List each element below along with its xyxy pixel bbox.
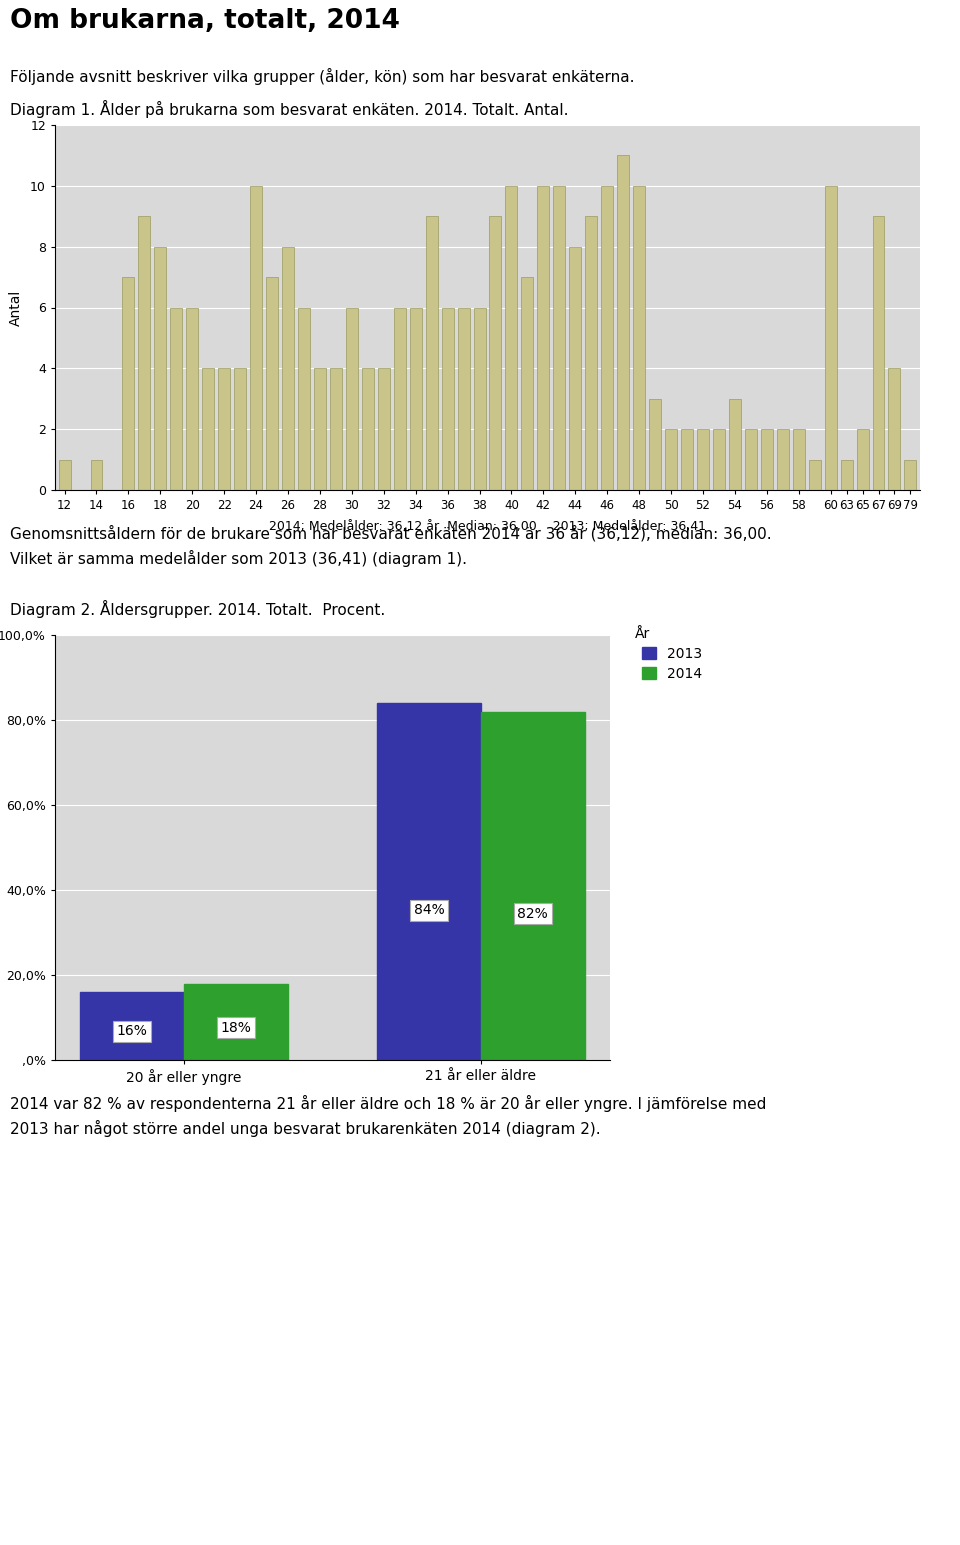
Bar [298, 307, 310, 490]
Bar [601, 185, 613, 490]
Bar [394, 307, 406, 490]
Bar [81, 992, 184, 1060]
Bar [761, 430, 773, 490]
Text: 18%: 18% [221, 1021, 252, 1035]
Text: År: År [635, 627, 650, 641]
Bar [410, 307, 421, 490]
Bar [282, 247, 294, 490]
Bar [378, 368, 390, 490]
Bar [425, 216, 438, 490]
Legend: 2013, 2014: 2013, 2014 [642, 647, 702, 680]
Bar [377, 703, 481, 1060]
Bar [713, 430, 725, 490]
Bar [346, 307, 358, 490]
Bar [569, 247, 581, 490]
Bar [856, 430, 869, 490]
Bar [586, 216, 597, 490]
Bar [442, 307, 453, 490]
X-axis label: 2014; Medelålder: 36,12 år  Median: 36,00    2013; Medelålder: 36,41: 2014; Medelålder: 36,12 år Median: 36,00… [269, 521, 706, 533]
Bar [481, 712, 585, 1060]
Bar [553, 185, 565, 490]
Bar [808, 459, 821, 490]
Text: Diagram 1. Ålder på brukarna som besvarat enkäten. 2014. Totalt. Antal.: Diagram 1. Ålder på brukarna som besvara… [10, 100, 568, 117]
Bar [649, 399, 661, 490]
Bar [873, 216, 884, 490]
Bar [362, 368, 373, 490]
Bar [729, 399, 741, 490]
Bar [506, 185, 517, 490]
Bar [634, 185, 645, 490]
Bar [665, 430, 677, 490]
Bar [889, 368, 900, 490]
Bar [793, 430, 804, 490]
Bar [745, 430, 756, 490]
Text: Om brukarna, totalt, 2014: Om brukarna, totalt, 2014 [10, 8, 400, 34]
Bar [521, 277, 534, 490]
Text: Diagram 2. Åldersgrupper. 2014. Totalt.  Procent.: Diagram 2. Åldersgrupper. 2014. Totalt. … [10, 599, 385, 618]
Bar [170, 307, 182, 490]
Bar [138, 216, 151, 490]
Bar [538, 185, 549, 490]
Bar [458, 307, 469, 490]
Text: 84%: 84% [414, 904, 444, 918]
Text: 2013 har något större andel unga besvarat brukarenkäten 2014 (diagram 2).: 2013 har något större andel unga besvara… [10, 1120, 601, 1137]
Bar [218, 368, 230, 490]
Bar [490, 216, 501, 490]
Bar [123, 277, 134, 490]
Bar [59, 459, 71, 490]
Bar [155, 247, 166, 490]
Bar [186, 307, 198, 490]
Bar [251, 185, 262, 490]
Bar [234, 368, 246, 490]
Bar [617, 156, 629, 490]
Bar [184, 984, 288, 1060]
Text: 2014 var 82 % av respondenterna 21 år eller äldre och 18 % är 20 år eller yngre.: 2014 var 82 % av respondenterna 21 år el… [10, 1095, 766, 1112]
Bar [841, 459, 852, 490]
Text: Genomsnittsåldern för de brukare som har besvarat enkäten 2014 är 36 år (36,12),: Genomsnittsåldern för de brukare som har… [10, 525, 772, 541]
Bar [681, 430, 693, 490]
Bar [777, 430, 789, 490]
Text: 82%: 82% [517, 907, 548, 921]
Bar [330, 368, 342, 490]
Text: Följande avsnitt beskriver vilka grupper (ålder, kön) som har besvarat enkäterna: Följande avsnitt beskriver vilka grupper… [10, 68, 635, 85]
Text: Vilket är samma medelålder som 2013 (36,41) (diagram 1).: Vilket är samma medelålder som 2013 (36,… [10, 550, 467, 567]
Bar [473, 307, 486, 490]
Bar [203, 368, 214, 490]
Bar [825, 185, 836, 490]
Bar [90, 459, 103, 490]
Bar [314, 368, 325, 490]
Bar [904, 459, 917, 490]
Text: 16%: 16% [117, 1024, 148, 1038]
Y-axis label: Antal: Antal [10, 289, 23, 326]
Bar [266, 277, 278, 490]
Bar [697, 430, 708, 490]
